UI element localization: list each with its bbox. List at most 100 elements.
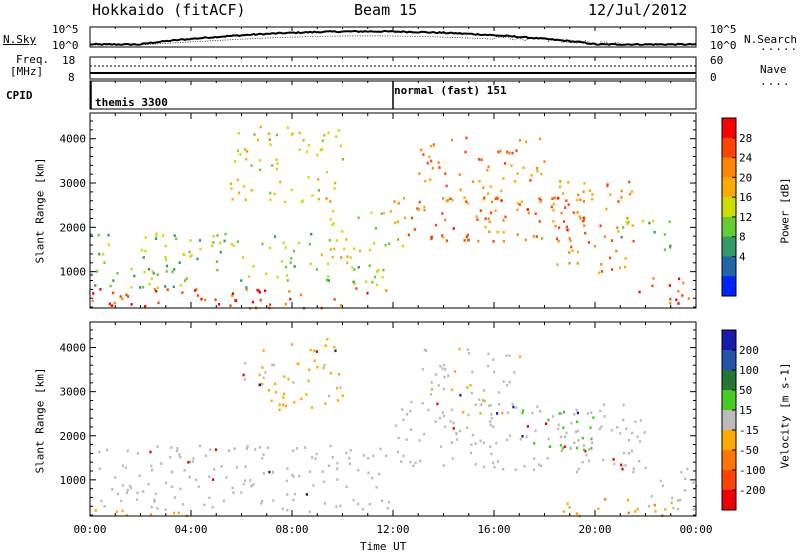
echo-cell [290,343,293,346]
echo-cell [514,180,517,183]
echo-cell [231,292,235,295]
echo-cell [571,249,574,252]
echo-cell [466,386,469,389]
power-colorbar-swatch [722,197,736,218]
echo-cell [129,486,133,490]
echo-cell [314,457,317,461]
echo-cell [539,200,542,203]
nave-tick-bottom: 0 [710,71,717,84]
echo-cell [520,200,523,203]
echo-cell [375,486,378,489]
echo-cell [477,239,480,243]
echo-cell [336,399,340,402]
velocity-colorbar-tick-label: 200 [739,344,759,357]
echo-cell [552,220,555,223]
echo-cell [668,220,671,223]
echo-cell [654,510,657,513]
echo-cell [333,247,336,251]
echo-cell [407,233,410,237]
echo-cell [94,509,97,512]
echo-cell [149,513,152,516]
echo-cell [536,169,539,173]
echo-cell [490,413,493,416]
echo-cell [257,289,260,293]
echo-cell [357,468,360,472]
echo-cell [516,208,519,212]
echo-cell [329,248,332,251]
echo-cell [405,438,408,441]
echo-cell [638,290,641,294]
echo-cell [292,449,295,452]
echo-cell [487,165,490,169]
echo-cell [164,244,167,248]
echo-cell [423,348,426,352]
echo-cell [315,452,318,456]
echo-cell [493,465,496,469]
echo-cell [387,500,391,504]
echo-cell [543,160,546,163]
echo-cell [293,401,296,404]
echo-cell [652,219,655,223]
echo-cell [575,512,579,515]
echo-cell [552,208,555,212]
echo-cell [678,277,681,281]
echo-cell [541,237,544,240]
echo-cell [171,270,174,274]
echo-cell [539,137,542,141]
echo-cell [584,231,587,235]
echo-cell [575,470,578,474]
echo-cell [384,244,387,247]
echo-cell [518,139,522,142]
echo-cell [315,268,318,271]
echo-cell [275,167,278,171]
echo-cell [502,467,505,471]
echo-cell [603,415,606,418]
echo-cell [284,246,287,249]
echo-cell [672,506,675,510]
echo-cell [604,498,607,501]
echo-cell [653,230,656,234]
echo-cell [444,425,447,429]
x-tick-label: 12:00 [376,523,409,536]
echo-cell [346,261,349,265]
echo-cell [220,464,223,468]
echo-cell [652,277,655,280]
echo-cell [98,467,101,471]
echo-cell [313,359,316,363]
echo-cell [583,224,586,227]
echo-cell [121,297,124,301]
power-colorbar-swatch [722,236,736,257]
velocity-colorbar-swatch [722,430,736,451]
echo-cell [475,215,478,218]
echo-cell [194,289,197,292]
echo-cell [278,403,281,406]
echo-cell [103,505,106,508]
echo-cell [396,220,399,224]
echo-cell [600,270,604,273]
echo-cell [557,239,560,243]
echo-cell [480,158,483,162]
echo-cell [262,376,265,380]
echo-cell [289,297,292,301]
echo-cell [538,463,541,466]
echo-cell [323,363,326,367]
echo-cell [115,510,118,514]
echo-cell [241,256,245,259]
echo-cell [340,256,343,259]
echo-cell [619,266,622,269]
echo-cell [126,488,129,492]
echo-cell [112,291,115,295]
echo-cell [320,253,323,257]
echo-cell [329,200,332,203]
velocity-colorbar-label: Velocity [m s-1] [778,362,792,469]
echo-cell [631,431,634,435]
echo-cell [211,506,214,509]
echo-cell [409,460,412,464]
echo-cell [311,456,314,459]
echo-cell [252,264,255,268]
echo-cell [262,453,265,456]
echo-cell [302,138,305,142]
echo-cell [357,502,360,506]
echo-cell [684,477,687,480]
echo-cell [326,262,329,266]
